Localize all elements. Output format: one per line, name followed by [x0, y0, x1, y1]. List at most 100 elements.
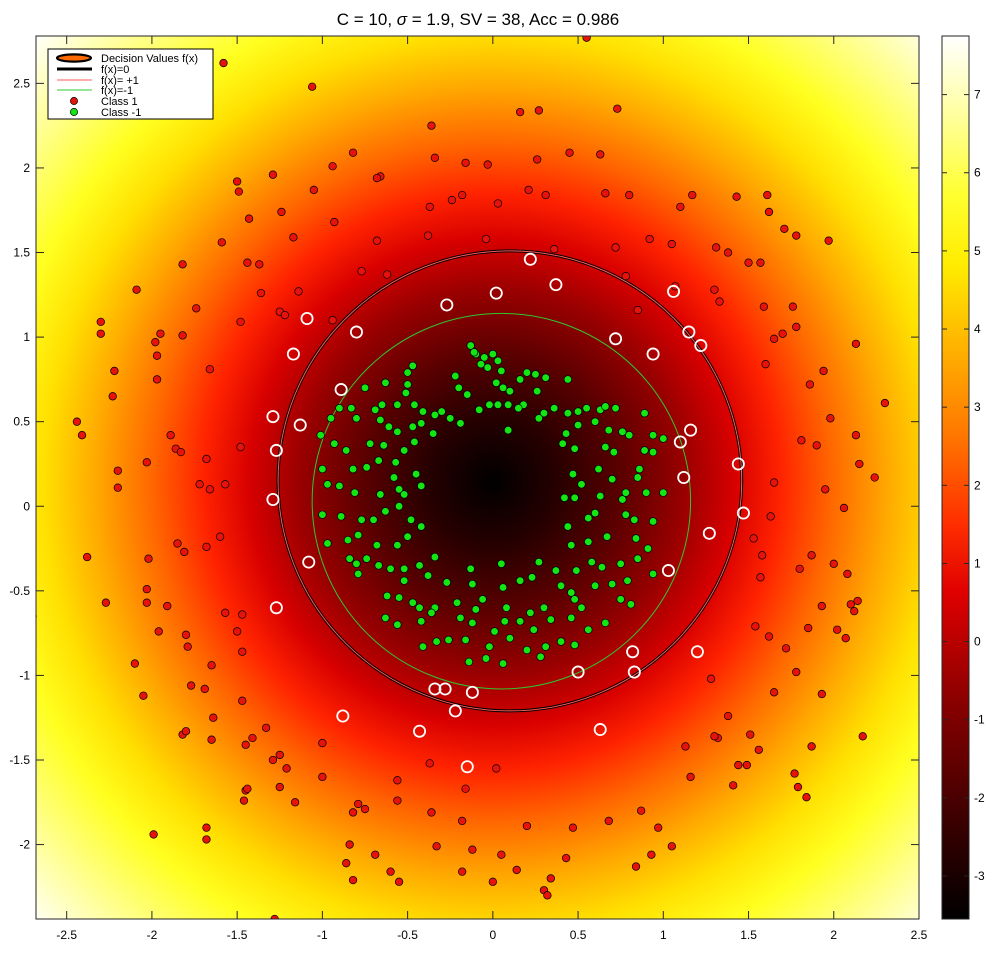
- class-neg1-point: [446, 414, 455, 423]
- class1-point: [96, 317, 105, 327]
- y-tick-label: 2.5: [13, 76, 30, 90]
- colorbar-tick-label: -3: [974, 869, 985, 883]
- class1-point: [176, 447, 186, 457]
- class1-point: [72, 417, 82, 426]
- class-neg1-point: [360, 383, 370, 392]
- class1-point: [152, 351, 162, 360]
- class1-point: [596, 150, 605, 159]
- class-neg1-point: [417, 617, 426, 626]
- class-neg1-point: [640, 409, 649, 418]
- class-neg1-point: [504, 425, 513, 435]
- class1-point: [239, 796, 249, 805]
- class-neg1-point: [374, 561, 383, 570]
- class1-point: [778, 329, 787, 338]
- class1-point: [277, 207, 286, 217]
- class-neg1-point: [526, 608, 535, 617]
- class1-point: [766, 512, 775, 521]
- support-vector-ring: [489, 286, 503, 300]
- class1-point: [268, 170, 278, 179]
- class-neg1-point: [626, 600, 636, 609]
- chart-title: C = 10, σ = 1.9, SV = 38, Acc = 0.986: [337, 10, 619, 29]
- class1-point: [256, 288, 266, 298]
- y-tick-label: -1.5: [9, 753, 30, 767]
- class1-point: [149, 830, 158, 839]
- class1-point: [807, 742, 816, 751]
- class1-point: [308, 82, 317, 91]
- class-neg1-point: [608, 475, 617, 484]
- class1-point: [461, 158, 470, 168]
- class-neg1-point: [556, 637, 566, 646]
- class-neg1-point: [417, 419, 426, 428]
- class1-point: [561, 853, 571, 863]
- class-neg1-point: [343, 535, 353, 545]
- legend-box: [47, 48, 214, 120]
- class1-point: [676, 202, 685, 211]
- colorbar-tick-label: 5: [974, 244, 981, 258]
- class1-point: [394, 877, 404, 886]
- class1-point: [261, 723, 271, 733]
- class-neg1-point: [371, 405, 380, 414]
- class-neg1-point: [476, 360, 486, 369]
- class1-point: [238, 647, 247, 656]
- class1-point: [812, 441, 821, 450]
- class-neg1-point: [403, 380, 412, 389]
- class1-point: [178, 260, 187, 269]
- class-neg1-point: [563, 409, 572, 418]
- class-neg1-point: [551, 566, 561, 575]
- x-tick-label: -2.5: [56, 928, 77, 942]
- plot-frame: [35, 35, 920, 920]
- support-vector-ring: [302, 555, 316, 569]
- class-neg1-point: [567, 613, 576, 623]
- class1-point: [807, 551, 816, 560]
- class-neg1-point: [408, 422, 417, 431]
- class1-point: [348, 875, 358, 885]
- class1-point: [764, 207, 774, 217]
- class1-point: [802, 793, 811, 802]
- colorbar-tick-label: 4: [974, 322, 981, 336]
- class1-point: [202, 542, 211, 552]
- class1-point: [181, 630, 191, 639]
- class1-point: [427, 808, 436, 817]
- class1-point: [232, 177, 242, 186]
- class1-point: [354, 799, 363, 809]
- class-neg1-point: [493, 356, 503, 365]
- class-neg1-point: [539, 409, 549, 418]
- class1-point: [178, 331, 187, 340]
- class1-point: [386, 867, 395, 876]
- class-neg1-point: [483, 363, 492, 372]
- class1-point: [821, 485, 830, 494]
- class1-point: [870, 473, 879, 482]
- class-neg1-point: [596, 491, 605, 501]
- class-neg1-point: [429, 429, 438, 438]
- colorbar-tick-label: 3: [974, 400, 981, 414]
- class-neg1-point: [659, 434, 668, 443]
- class1-point: [839, 503, 849, 513]
- x-tick-label: 1: [660, 928, 667, 942]
- class1-point: [611, 243, 620, 252]
- class-neg1-point: [336, 512, 346, 521]
- class-neg1-point: [348, 464, 358, 474]
- class-neg1-point: [432, 637, 441, 646]
- x-tick-label: 1.5: [740, 928, 757, 942]
- class-neg1-point: [394, 485, 404, 494]
- colorbar-tick-label: -1: [974, 713, 985, 727]
- colorbar-tick-label: 7: [974, 88, 981, 102]
- class1-point: [515, 107, 525, 117]
- class1-point: [746, 730, 755, 739]
- legend-entry-class1: Class 1: [70, 96, 138, 108]
- class-neg1-point: [400, 490, 409, 499]
- class1-point: [275, 782, 284, 792]
- class-neg1-point: [354, 530, 363, 540]
- class1-point: [829, 559, 838, 568]
- class-neg1-point: [560, 493, 569, 502]
- class1-point: [732, 192, 741, 201]
- x-tick-label: 2: [830, 928, 837, 942]
- class1-point: [372, 173, 382, 183]
- class-neg1-point: [430, 552, 440, 562]
- class-neg1-point: [584, 513, 593, 523]
- class1-point: [792, 322, 801, 332]
- decision-contours: [276, 249, 744, 713]
- class-neg1-point: [541, 373, 550, 382]
- class1-point: [289, 233, 298, 242]
- support-vector-ring: [266, 410, 280, 424]
